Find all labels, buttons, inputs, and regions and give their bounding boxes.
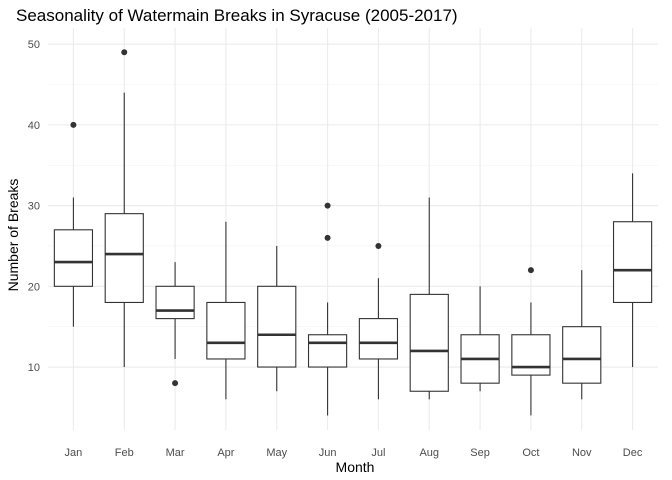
box-iqr <box>409 293 449 392</box>
box-iqr <box>562 326 602 384</box>
x-tick-label: Jan <box>65 447 83 459</box>
box-iqr <box>612 221 653 304</box>
y-tick-label: 30 <box>28 201 40 213</box>
box-iqr <box>257 285 297 368</box>
x-tick-label: Sep <box>470 447 490 459</box>
box-sep <box>460 286 500 392</box>
x-tick-label: Aug <box>419 447 439 459</box>
outlier-point <box>375 242 382 249</box>
box-iqr <box>206 301 246 360</box>
box-iqr <box>358 318 399 360</box>
box-oct <box>511 267 551 416</box>
box-nov <box>562 270 602 400</box>
x-tick-label: Jul <box>371 447 385 459</box>
box-jun <box>307 202 348 416</box>
x-tick-label: Dec <box>623 447 643 459</box>
box-iqr <box>307 334 348 368</box>
box-iqr <box>53 229 94 287</box>
box-jan <box>53 121 94 327</box>
x-tick-label: May <box>266 447 287 459</box>
box-iqr <box>104 213 144 304</box>
box-iqr <box>511 334 551 376</box>
x-tick-label: Mar <box>166 447 185 459</box>
box-iqr <box>155 285 195 320</box>
x-tick-label: Oct <box>522 447 539 459</box>
outlier-point <box>527 267 534 274</box>
box-aug <box>409 197 449 400</box>
outlier-point <box>324 202 331 209</box>
box-dec <box>612 173 653 368</box>
x-axis-ticks: Jan Feb Mar Apr May Jun Jul Aug Sep Oct Nov Dec <box>65 447 643 459</box>
outlier-point <box>70 121 77 128</box>
box-apr <box>206 221 246 400</box>
box-may <box>257 245 297 392</box>
y-tick-label: 50 <box>28 39 40 51</box>
boxes <box>53 49 653 416</box>
y-axis-label: Number of Breaks <box>5 179 21 292</box>
x-tick-label: Jun <box>319 447 337 459</box>
chart-title: Seasonality of Watermain Breaks in Syrac… <box>16 6 458 25</box>
y-tick-label: 10 <box>28 362 40 374</box>
x-tick-label: Feb <box>115 447 134 459</box>
y-tick-label: 40 <box>28 120 40 132</box>
outlier-point <box>172 380 179 387</box>
box-jul <box>358 242 399 400</box>
y-tick-label: 20 <box>28 281 40 293</box>
box-mar <box>155 262 195 387</box>
x-tick-label: Nov <box>572 447 592 459</box>
outlier-point <box>121 49 128 56</box>
x-tick-label: Apr <box>217 447 234 459</box>
x-axis-label: Month <box>336 459 375 475</box>
outlier-point <box>324 234 331 241</box>
box-feb <box>104 49 144 368</box>
y-axis-ticks: 10 20 30 40 50 <box>28 39 40 374</box>
